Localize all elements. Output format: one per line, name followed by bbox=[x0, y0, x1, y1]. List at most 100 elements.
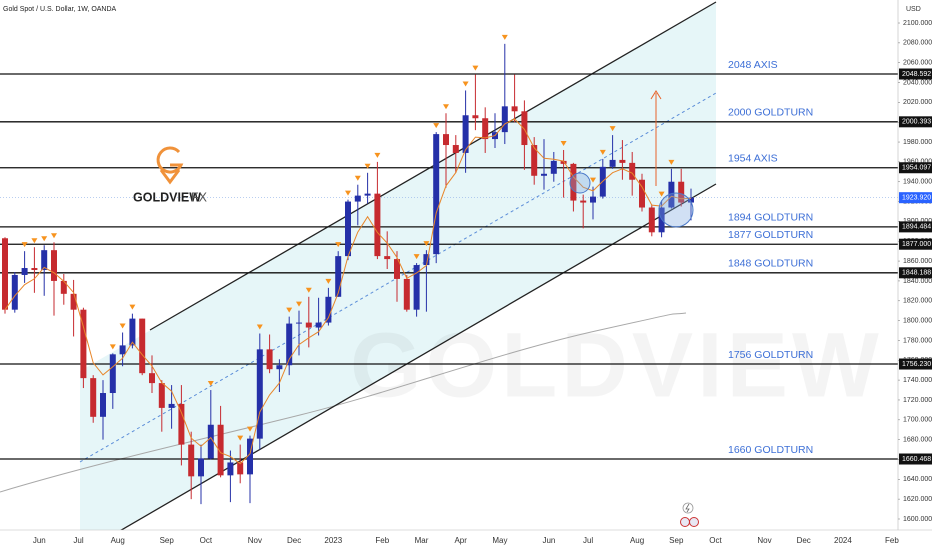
signal-marker bbox=[364, 163, 371, 169]
candle-body bbox=[639, 179, 645, 208]
x-tick-label: Nov bbox=[757, 536, 771, 545]
candle-body bbox=[286, 323, 293, 366]
chart-title: Gold Spot / U.S. Dollar, 1W, OANDA bbox=[3, 6, 117, 13]
signal-marker bbox=[443, 104, 449, 110]
signal-marker bbox=[590, 177, 596, 183]
candle-body bbox=[511, 106, 518, 112]
x-tick-label: Oct bbox=[709, 536, 722, 545]
signal-marker bbox=[51, 233, 57, 239]
event-icon bbox=[685, 503, 690, 513]
candle-body bbox=[619, 159, 626, 163]
candle-body bbox=[119, 345, 126, 355]
candle-body bbox=[570, 163, 577, 201]
y-tick-label: 1820.000 bbox=[903, 298, 932, 305]
candle-body bbox=[531, 145, 538, 176]
candle-body bbox=[217, 424, 224, 476]
candle-body bbox=[629, 162, 636, 180]
candle-body bbox=[364, 193, 371, 196]
candle-body bbox=[247, 438, 253, 475]
signal-marker bbox=[345, 190, 351, 196]
flag-icon[interactable] bbox=[680, 517, 690, 527]
level-price-box bbox=[899, 162, 932, 174]
candle-body bbox=[335, 256, 342, 297]
signal-marker bbox=[247, 426, 253, 432]
signal-marker bbox=[413, 254, 420, 260]
y-tick-label: 1640.000 bbox=[903, 476, 932, 483]
channel-upper bbox=[149, 1, 717, 331]
y-tick-label: 1620.000 bbox=[903, 496, 932, 503]
level-name: 1954 AXIS bbox=[728, 153, 778, 165]
signal-marker bbox=[462, 81, 469, 87]
y-tick-label: 1980.000 bbox=[903, 139, 932, 146]
candle-body bbox=[403, 278, 410, 310]
candle-body bbox=[472, 115, 479, 119]
y-tick-label: 2020.000 bbox=[903, 99, 932, 106]
candle-body bbox=[188, 444, 195, 477]
candle-body bbox=[462, 115, 469, 153]
candle-body bbox=[227, 462, 234, 476]
x-tick-label: Mar bbox=[415, 536, 429, 545]
signal-marker bbox=[286, 307, 293, 313]
candle-body bbox=[70, 293, 77, 310]
x-tick-label: Oct bbox=[200, 536, 213, 545]
candle-body bbox=[678, 181, 685, 203]
signal-marker bbox=[129, 304, 136, 310]
x-tick-label: Apr bbox=[454, 536, 467, 545]
candle-body bbox=[325, 296, 332, 323]
y-tick-label: 1940.000 bbox=[903, 179, 932, 186]
level-name: 1894 GOLDTURN bbox=[728, 212, 813, 224]
signal-marker bbox=[658, 191, 665, 197]
signal-marker bbox=[237, 435, 244, 441]
candle-body bbox=[668, 181, 675, 208]
level-price-box bbox=[899, 453, 932, 465]
candle-body bbox=[315, 322, 322, 328]
ema-line bbox=[4, 118, 692, 465]
y-tick-label: 1960.000 bbox=[903, 159, 932, 166]
signal-marker bbox=[256, 324, 263, 330]
level-name: 1877 GOLDTURN bbox=[728, 229, 813, 241]
x-tick-label: 2024 bbox=[834, 536, 852, 545]
signal-marker bbox=[433, 123, 440, 129]
candle-body bbox=[129, 318, 136, 346]
signal-marker bbox=[207, 381, 214, 387]
candle-body bbox=[266, 349, 273, 370]
candle-body bbox=[2, 238, 8, 310]
candle-body bbox=[443, 134, 449, 146]
candle-body bbox=[413, 265, 420, 310]
candle-body bbox=[345, 201, 351, 257]
signal-marker bbox=[501, 34, 508, 40]
signal-marker bbox=[21, 242, 28, 248]
level-price-label: 1877.000 bbox=[902, 241, 931, 248]
x-tick-label: Feb bbox=[885, 536, 899, 545]
signal-marker bbox=[325, 278, 332, 284]
candle-body bbox=[11, 274, 18, 310]
signal-marker bbox=[305, 287, 312, 293]
level-price-box bbox=[899, 68, 932, 80]
level-name: 2048 AXIS bbox=[728, 59, 778, 71]
signal-marker bbox=[560, 140, 567, 146]
candle-body bbox=[51, 250, 57, 281]
candle-body bbox=[158, 383, 165, 408]
x-tick-label: Jul bbox=[73, 536, 83, 545]
y-tick-label: 1600.000 bbox=[903, 516, 932, 523]
candle-body bbox=[590, 196, 596, 203]
candle-body bbox=[109, 354, 116, 394]
candle-body bbox=[149, 373, 155, 384]
candle-body bbox=[423, 254, 430, 266]
candle-body bbox=[296, 322, 302, 324]
x-tick-label: Jun bbox=[33, 536, 46, 545]
y-tick-label: 1680.000 bbox=[903, 436, 932, 443]
flag-icon[interactable] bbox=[689, 517, 699, 527]
event-icon[interactable] bbox=[682, 502, 694, 514]
candle-body bbox=[688, 197, 694, 203]
level-price-label: 1756.230 bbox=[902, 361, 931, 368]
candle-body bbox=[178, 403, 185, 445]
y-tick-label: 1860.000 bbox=[903, 258, 932, 265]
x-tick-label: 2023 bbox=[324, 536, 342, 545]
level-price-box bbox=[899, 221, 932, 233]
level-price-label: 2000.393 bbox=[902, 119, 931, 126]
x-tick-label: Aug bbox=[630, 536, 644, 545]
last-price-box bbox=[899, 192, 932, 204]
level-price-box bbox=[899, 116, 932, 128]
